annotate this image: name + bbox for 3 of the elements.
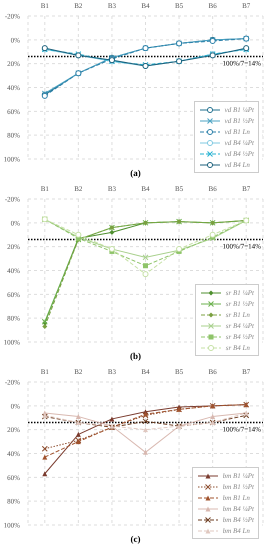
text: (a) <box>130 168 141 178</box>
text: (b) <box>130 351 141 361</box>
text: (c) <box>130 534 140 544</box>
